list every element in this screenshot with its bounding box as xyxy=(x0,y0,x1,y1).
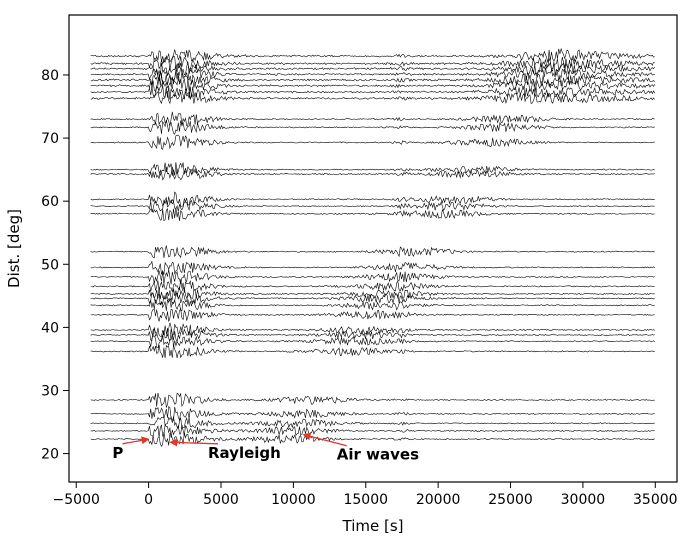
y-tick-label: 20 xyxy=(41,447,59,463)
station-trace xyxy=(90,269,655,285)
station-trace xyxy=(90,344,655,359)
station-trace xyxy=(90,297,655,312)
station-trace xyxy=(90,84,655,100)
plot-frame xyxy=(68,14,678,483)
station-trace xyxy=(90,47,655,63)
station-trace xyxy=(90,55,655,71)
station-trace xyxy=(90,67,655,82)
station-trace xyxy=(90,198,655,213)
station-trace xyxy=(90,416,655,429)
annotation-arrow xyxy=(169,438,218,447)
x-tick-label: 10000 xyxy=(271,492,316,508)
station-trace xyxy=(90,423,655,438)
x-axis-label: Time [s] xyxy=(342,517,404,535)
annotations: P Rayleigh Air waves xyxy=(112,432,419,464)
station-trace xyxy=(90,61,655,77)
y-tick-label: 70 xyxy=(41,131,59,147)
station-trace xyxy=(90,162,655,177)
station-trace xyxy=(90,392,655,409)
x-tick-label: 25000 xyxy=(488,492,533,508)
x-tick-label: 30000 xyxy=(561,492,606,508)
station-trace xyxy=(90,191,655,207)
station-trace xyxy=(90,245,655,259)
annotation-arrow xyxy=(302,432,347,447)
station-trace xyxy=(90,406,655,422)
station-trace xyxy=(90,111,655,127)
x-tick-label: 35000 xyxy=(633,492,678,508)
station-trace xyxy=(90,431,655,448)
station-trace xyxy=(90,291,655,306)
station-trace xyxy=(90,207,655,222)
y-tick-label: 80 xyxy=(41,68,59,84)
station-trace xyxy=(90,279,655,293)
station-trace xyxy=(90,134,655,150)
station-trace xyxy=(90,333,655,349)
x-axis-ticks: −5000 0 5000 10000 15000 20000 25000 30000 35000 xyxy=(53,482,678,508)
y-axis-label: Dist. [deg] xyxy=(5,209,23,288)
x-tick-label: 15000 xyxy=(343,492,388,508)
y-tick-label: 30 xyxy=(41,383,59,399)
x-tick-label: −5000 xyxy=(53,492,100,508)
y-tick-label: 50 xyxy=(41,257,59,273)
waveform-traces xyxy=(90,47,655,448)
annotation-arrow xyxy=(122,436,150,445)
annotation-label: Rayleigh xyxy=(208,444,281,462)
y-tick-label: 40 xyxy=(41,320,59,336)
station-trace xyxy=(90,327,655,344)
x-tick-label: 0 xyxy=(144,492,153,508)
y-axis-ticks: 20 30 40 50 60 70 80 xyxy=(41,68,69,463)
x-tick-label: 5000 xyxy=(203,492,239,508)
y-tick-label: 60 xyxy=(41,194,59,210)
station-trace xyxy=(90,120,655,135)
annotation-label: Air waves xyxy=(337,446,419,464)
x-tick-label: 20000 xyxy=(416,492,461,508)
station-trace xyxy=(90,322,655,337)
station-trace xyxy=(90,260,655,275)
station-trace xyxy=(90,308,655,322)
annotation-label: P xyxy=(112,444,123,462)
